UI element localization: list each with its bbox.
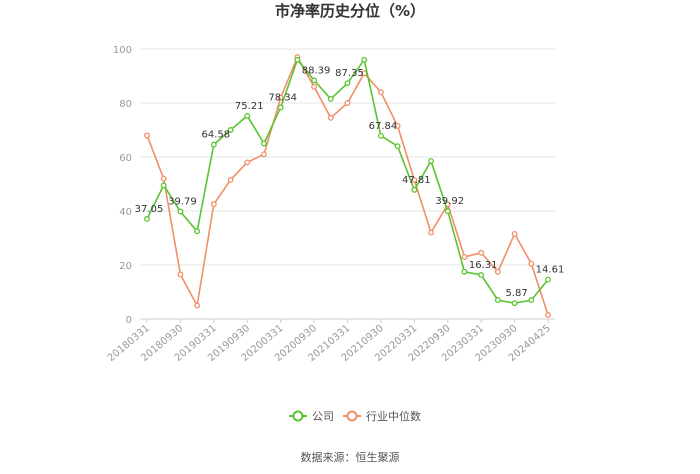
y-tick-label: 0 <box>126 315 132 326</box>
company-point <box>528 297 535 304</box>
company-point <box>327 95 334 102</box>
company-point <box>311 77 318 84</box>
company-data-label: 16.31 <box>469 260 498 271</box>
company-data-label: 39.79 <box>168 197 197 208</box>
company-data-label: 64.58 <box>202 130 231 141</box>
data-source: 数据来源：恒生聚源 <box>301 450 400 464</box>
y-tick-label: 80 <box>119 99 132 110</box>
company-point <box>394 143 401 150</box>
company-point <box>361 56 368 63</box>
industry-median-point <box>144 132 150 139</box>
industry-median-point <box>311 83 318 90</box>
company-point <box>494 297 501 304</box>
y-tick-label: 60 <box>119 153 132 164</box>
company-data-label: 87.35 <box>335 68 364 79</box>
company-point <box>177 208 184 215</box>
company-data-label: 14.61 <box>536 265 565 276</box>
company-data-label: 88.39 <box>302 65 331 76</box>
industry-median-point <box>394 122 401 129</box>
y-tick-label: 40 <box>119 207 132 218</box>
company-point <box>511 300 518 307</box>
company-point <box>227 127 234 133</box>
industry-median-point <box>377 89 384 96</box>
company-data-label: 67.84 <box>369 121 398 132</box>
industry-median-point <box>511 230 518 237</box>
industry-median-point <box>210 201 217 208</box>
industry-median-point <box>411 176 418 183</box>
company-point <box>344 80 351 87</box>
industry-median-point <box>160 175 167 182</box>
company-data-label: 47.81 <box>402 175 431 186</box>
industry-median-point <box>227 176 234 183</box>
industry-median-point <box>327 114 334 121</box>
company-point <box>277 104 284 111</box>
y-tick-label: 100 <box>113 45 132 56</box>
company-point <box>377 132 384 139</box>
company-data-label: 5.87 <box>505 288 527 299</box>
company-data-label: 75.21 <box>235 101 264 112</box>
company-point <box>461 268 468 275</box>
company-point <box>545 276 551 283</box>
company-point <box>428 158 434 164</box>
company-point <box>144 216 150 222</box>
industry-median-point <box>244 159 251 166</box>
series-line-industry-median <box>146 55 549 316</box>
industry-median-point <box>461 253 468 260</box>
legend-industry-median-label: 行业中位数 <box>366 409 421 423</box>
industry-median-point <box>545 312 551 318</box>
industry-median-point <box>344 100 351 106</box>
company-point <box>444 208 451 215</box>
industry-median-point <box>277 94 284 101</box>
company-point <box>210 141 217 148</box>
legend-industry-median-marker <box>346 410 358 422</box>
industry-median-point <box>478 249 485 256</box>
industry-median-point <box>194 302 201 309</box>
legend-company-marker <box>292 410 304 422</box>
chart-title: 市净率历史分位（%） <box>275 2 425 20</box>
industry-median-point <box>494 268 501 275</box>
industry-median-point <box>177 271 184 278</box>
industry-median-point <box>528 260 535 267</box>
company-data-label: 37.05 <box>135 204 164 215</box>
industry-median-point <box>428 229 434 236</box>
company-point <box>411 186 418 193</box>
y-tick-label: 20 <box>119 261 132 272</box>
industry-median-point <box>261 151 267 158</box>
company-point <box>244 112 251 119</box>
company-point <box>160 182 167 189</box>
company-point <box>294 56 301 63</box>
legend-company-label: 公司 <box>312 410 334 423</box>
company-point <box>261 140 267 147</box>
company-data-label: 39.92 <box>435 196 464 207</box>
company-data-label: 78.34 <box>268 92 297 103</box>
company-point <box>478 272 485 278</box>
company-point <box>194 228 201 235</box>
